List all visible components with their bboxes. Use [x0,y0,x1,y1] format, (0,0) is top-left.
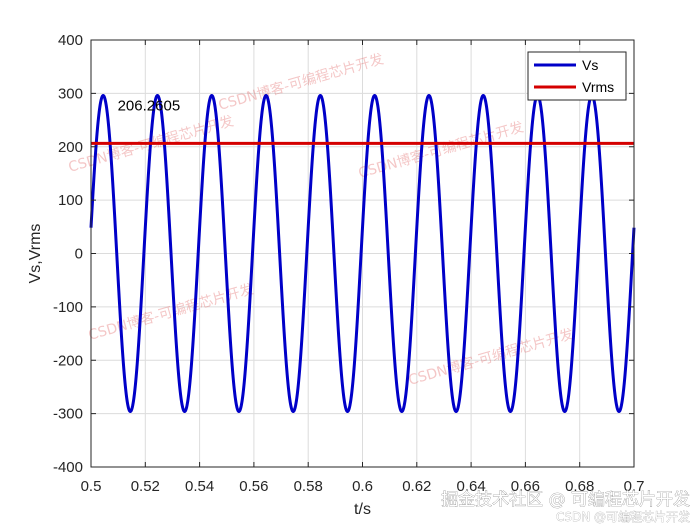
x-axis-label: t/s [354,501,371,518]
x-tick-label: 0.58 [294,478,323,495]
x-tick-label: 0.56 [239,478,268,495]
annotation-vrms-value: 206.2605 [118,98,181,115]
x-tick-label: 0.64 [456,478,485,495]
x-tick-label: 0.54 [185,478,214,495]
y-tick-label: 300 [58,85,83,102]
y-axis-label: Vs,Vrms [27,224,44,284]
y-tick-label: 0 [75,246,83,263]
x-tick-label: 0.66 [511,478,540,495]
legend-label-vs: Vs [582,57,598,73]
y-tick-label: -300 [53,406,83,423]
legend: Vs Vrms [527,51,627,101]
footer-sub-text: CSDN @可编程芯片开发 [556,509,690,524]
x-tick-label: 0.7 [624,478,645,495]
footer-watermark: 掘金技术社区 @ 可编程芯片开发 CSDN @可编程芯片开发 [441,490,690,525]
legend-label-vrms: Vrms [582,79,614,95]
x-tick-label: 0.62 [402,478,431,495]
footer-main-text: 掘金技术社区 @ 可编程芯片开发 [441,490,690,510]
y-tick-label: 100 [58,192,83,209]
series-line-vs [89,94,636,413]
y-tick-label: -400 [53,459,83,476]
plot-area: CSDN博客-可编程芯片开发 CSDN博客-可编程芯片开发CSDN博客-可编程芯片… [66,39,636,468]
x-tick-label: 0.52 [131,478,160,495]
y-tick-label: -100 [53,299,83,316]
y-tick-label: 400 [58,32,83,49]
y-tick-labels: 400 300 200 100 0 -100 -200 -300 -400 [53,32,83,476]
series-layer [89,94,636,413]
x-tick-label: 0.5 [81,478,102,495]
x-tick-label: 0.68 [565,478,594,495]
y-tick-label: 200 [58,139,83,156]
tick-marks [90,39,635,468]
x-tick-labels: 0.5 0.52 0.54 0.56 0.58 0.6 0.62 0.64 0.66 0.68 0.… [81,478,645,495]
x-tick-label: 0.6 [352,478,373,495]
y-tick-label: -200 [53,352,83,369]
legend-box [527,51,627,101]
